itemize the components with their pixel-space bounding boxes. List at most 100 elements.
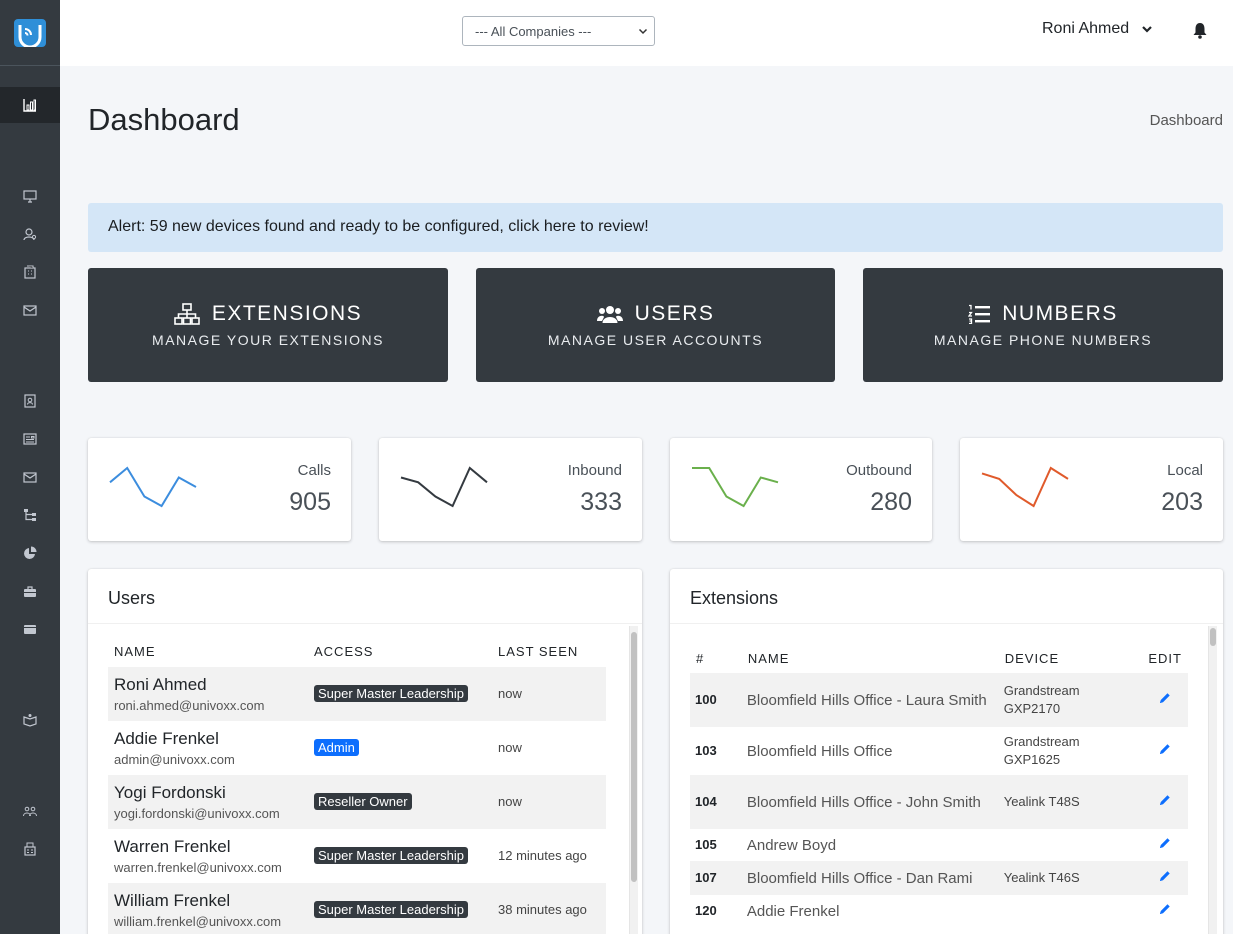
user-cell: William Frenkel william.frenkel@univoxx.c… bbox=[108, 883, 308, 934]
nav-reports[interactable] bbox=[0, 535, 60, 571]
extension-number: 104 bbox=[690, 775, 742, 829]
user-name: Roni Ahmed bbox=[1042, 20, 1130, 37]
new-devices-alert[interactable]: Alert: 59 new devices found and ready to… bbox=[88, 203, 1223, 252]
extensions-card: Extensions # NAME DEVICE EDIT 100 Bloomfi… bbox=[670, 569, 1223, 934]
main-content: Alert: 59 new devices found and ready to… bbox=[60, 176, 1233, 934]
column-header[interactable]: # bbox=[696, 650, 705, 666]
breadcrumb[interactable]: Dashboard bbox=[1149, 112, 1223, 129]
wallet-icon bbox=[24, 625, 36, 634]
table-row[interactable]: Yogi Fordonski yogi.fordonski@univoxx.com… bbox=[108, 775, 606, 829]
user-name[interactable]: Roni Ahmed bbox=[114, 675, 207, 694]
pencil-icon[interactable] bbox=[1159, 902, 1171, 920]
scrollbar-thumb[interactable] bbox=[631, 632, 637, 882]
column-header[interactable]: LAST SEEN bbox=[498, 643, 579, 659]
sitemap-icon bbox=[24, 509, 36, 521]
extension-number: 105 bbox=[695, 837, 717, 852]
extension-number: 100 bbox=[690, 673, 742, 727]
table-row[interactable]: 107 Bloomfield Hills Office - Dan Rami Yea… bbox=[690, 861, 1188, 895]
extensions-tile[interactable]: EXTENSIONS MANAGE YOUR EXTENSIONS bbox=[88, 268, 448, 382]
table-row[interactable]: 105 Andrew Boyd bbox=[690, 829, 1188, 861]
nav-companies[interactable] bbox=[0, 254, 60, 290]
access-cell: Reseller Owner bbox=[308, 775, 492, 829]
stat-card-local: Local 203 bbox=[960, 438, 1223, 541]
company-select-value: --- All Companies --- bbox=[475, 23, 592, 39]
user-name[interactable]: William Frenkel bbox=[114, 891, 231, 910]
tile-subtitle: MANAGE USER ACCOUNTS bbox=[547, 332, 764, 348]
user-name[interactable]: Yogi Fordonski bbox=[114, 783, 226, 802]
stat-value: 333 bbox=[580, 488, 622, 516]
column-header[interactable]: EDIT bbox=[1148, 650, 1182, 666]
company-select[interactable]: --- All Companies --- bbox=[462, 16, 655, 46]
scrollbar-thumb[interactable] bbox=[1210, 628, 1216, 646]
user-name[interactable]: Warren Frenkel bbox=[114, 837, 231, 856]
stat-label: Inbound bbox=[567, 462, 622, 479]
nav-billing[interactable] bbox=[0, 611, 60, 647]
table-row[interactable]: Addie Frenkel admin@univoxx.com Admin now bbox=[108, 721, 606, 775]
column-header[interactable]: DEVICE bbox=[1004, 650, 1060, 666]
last-seen-cell: now bbox=[492, 721, 606, 775]
edit-cell bbox=[1142, 673, 1188, 727]
chevron-down-icon bbox=[1142, 26, 1152, 33]
nav-news[interactable] bbox=[0, 421, 60, 457]
nav-fax[interactable] bbox=[0, 831, 60, 867]
nav-mail[interactable] bbox=[0, 459, 60, 495]
content-header: Dashboard Dashboard bbox=[60, 66, 1233, 176]
toolbox-icon bbox=[24, 586, 36, 597]
pencil-icon[interactable] bbox=[1159, 836, 1171, 854]
chevron-down-icon bbox=[638, 28, 648, 35]
column-header[interactable]: NAME bbox=[747, 650, 790, 666]
table-row[interactable]: 120 Addie Frenkel bbox=[690, 895, 1188, 927]
table-row[interactable]: 100 Bloomfield Hills Office - Laura Smith… bbox=[690, 673, 1188, 727]
stat-label: Local bbox=[1167, 462, 1203, 479]
nav-call-flow[interactable] bbox=[0, 497, 60, 533]
user-cell: Roni Ahmed roni.ahmed@univoxx.com bbox=[108, 667, 308, 721]
nav-groups[interactable] bbox=[0, 793, 60, 829]
fax-icon bbox=[24, 842, 36, 856]
access-cell: Super Master Leadership bbox=[308, 829, 492, 883]
stat-card-outbound: Outbound 280 bbox=[670, 438, 932, 541]
users-tile[interactable]: USERS MANAGE USER ACCOUNTS bbox=[476, 268, 835, 382]
bell-icon[interactable] bbox=[1192, 22, 1208, 39]
extension-device: Yealink T46S bbox=[998, 861, 1143, 895]
users-scrollbar[interactable] bbox=[629, 626, 638, 934]
access-badge: Super Master Leadership bbox=[314, 847, 468, 864]
table-row[interactable]: 103 Bloomfield Hills Office Grandstream GX… bbox=[690, 727, 1188, 775]
access-badge: Admin bbox=[314, 739, 359, 756]
last-seen-cell: 38 minutes ago bbox=[492, 883, 606, 934]
stat-value: 203 bbox=[1161, 488, 1203, 516]
tile-subtitle: MANAGE PHONE NUMBERS bbox=[933, 332, 1153, 348]
last-seen-cell: 12 minutes ago bbox=[492, 829, 606, 883]
table-row[interactable]: Roni Ahmed roni.ahmed@univoxx.com Super Ma… bbox=[108, 667, 606, 721]
extensions-scrollbar[interactable] bbox=[1208, 626, 1217, 934]
nav-documentation[interactable] bbox=[0, 702, 60, 738]
pencil-icon[interactable] bbox=[1159, 869, 1171, 887]
user-menu[interactable]: Roni Ahmed bbox=[1042, 20, 1153, 38]
user-name[interactable]: Addie Frenkel bbox=[114, 729, 219, 748]
access-badge: Super Master Leadership bbox=[314, 901, 468, 918]
numbers-tile[interactable]: NUMBERS MANAGE PHONE NUMBERS bbox=[863, 268, 1223, 382]
table-row[interactable]: Warren Frenkel warren.frenkel@univoxx.com… bbox=[108, 829, 606, 883]
nav-messages[interactable] bbox=[0, 292, 60, 328]
access-cell: Super Master Leadership bbox=[308, 883, 492, 934]
user-cell: Addie Frenkel admin@univoxx.com bbox=[108, 721, 308, 775]
nav-devices[interactable] bbox=[0, 178, 60, 214]
pencil-icon[interactable] bbox=[1159, 691, 1171, 709]
extension-device bbox=[999, 895, 1143, 927]
nav-contacts[interactable] bbox=[0, 383, 60, 419]
extension-name: Bloomfield Hills Office - John Smith bbox=[741, 775, 999, 829]
pencil-icon[interactable] bbox=[1159, 793, 1171, 811]
table-row[interactable]: William Frenkel william.frenkel@univoxx.c… bbox=[108, 883, 606, 934]
table-row[interactable]: 104 Bloomfield Hills Office - John Smith Y… bbox=[690, 775, 1188, 829]
user-cell: Yogi Fordonski yogi.fordonski@univoxx.com bbox=[108, 775, 308, 829]
column-header[interactable]: ACCESS bbox=[314, 643, 374, 659]
extension-number: 103 bbox=[695, 743, 717, 758]
extensions-table: # NAME DEVICE EDIT 100 Bloomfield Hills O… bbox=[690, 643, 1188, 927]
nav-tools[interactable] bbox=[0, 573, 60, 609]
nav-dashboard[interactable] bbox=[0, 87, 60, 123]
logo[interactable] bbox=[0, 0, 60, 66]
column-header[interactable]: NAME bbox=[114, 643, 156, 659]
nav-user-search[interactable] bbox=[0, 216, 60, 252]
pencil-icon[interactable] bbox=[1159, 742, 1171, 760]
page-title: Dashboard bbox=[88, 102, 240, 137]
last-seen: now bbox=[498, 794, 522, 809]
